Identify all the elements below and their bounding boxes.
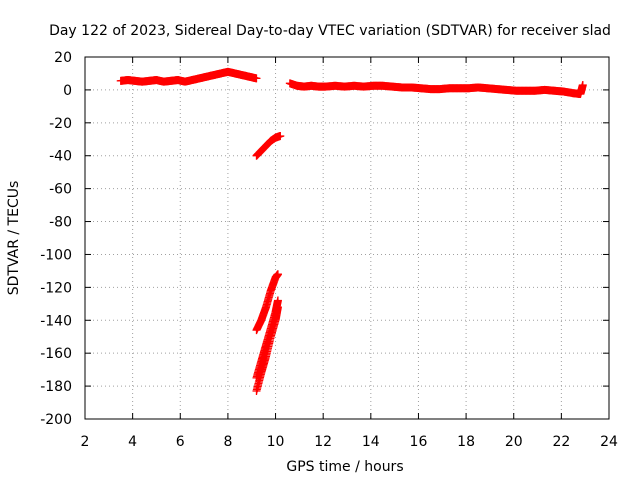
y-tick-label: -140 [40,313,72,329]
data-point-marker [578,80,587,89]
x-tick-label: 24 [600,434,618,450]
x-tick-label: 2 [81,434,90,450]
chart-title: Day 122 of 2023, Sidereal Day-to-day VTE… [49,23,611,39]
y-tick-label: 0 [63,83,72,99]
y-tick-label: -180 [40,379,72,395]
x-tick-label: 16 [410,434,428,450]
data-series [252,303,282,396]
x-tick-label: 6 [176,434,185,450]
axis-ticks: 2 4 6 8 10 12 14 16 18 20 22 24200-20-40-60-80-100-… [40,50,618,450]
y-tick-label: 20 [54,50,72,66]
x-tick-label: 18 [457,434,475,450]
x-tick-label: 22 [552,434,570,450]
data-series [116,67,261,86]
x-tick-label: 4 [128,434,137,450]
x-tick-label: 14 [362,434,380,450]
data-point-marker [273,303,282,312]
x-tick-label: 10 [267,434,285,450]
y-tick-label: -100 [40,247,72,263]
data-series [252,131,285,160]
y-tick-label: -20 [49,116,72,132]
data-point-marker [276,131,285,140]
y-tick-label: -120 [40,280,72,296]
y-tick-label: -80 [49,215,72,231]
y-tick-label: -60 [49,182,72,198]
plot-frame [84,56,610,420]
x-tick-label: 12 [314,434,332,450]
x-tick-label: 8 [223,434,232,450]
y-tick-label: -40 [49,149,72,165]
data-series [252,270,282,335]
x-tick-label: 20 [505,434,523,450]
y-tick-label: -160 [40,346,72,362]
grid-lines [85,57,609,419]
data-points [116,67,587,396]
data-point-marker [252,74,261,83]
x-axis-label: GPS time / hours [286,459,403,475]
y-tick-label: -200 [40,412,72,428]
y-axis-label: SDTVAR / TECUs [6,181,22,296]
data-point-marker [273,270,282,279]
data-series [285,79,587,99]
